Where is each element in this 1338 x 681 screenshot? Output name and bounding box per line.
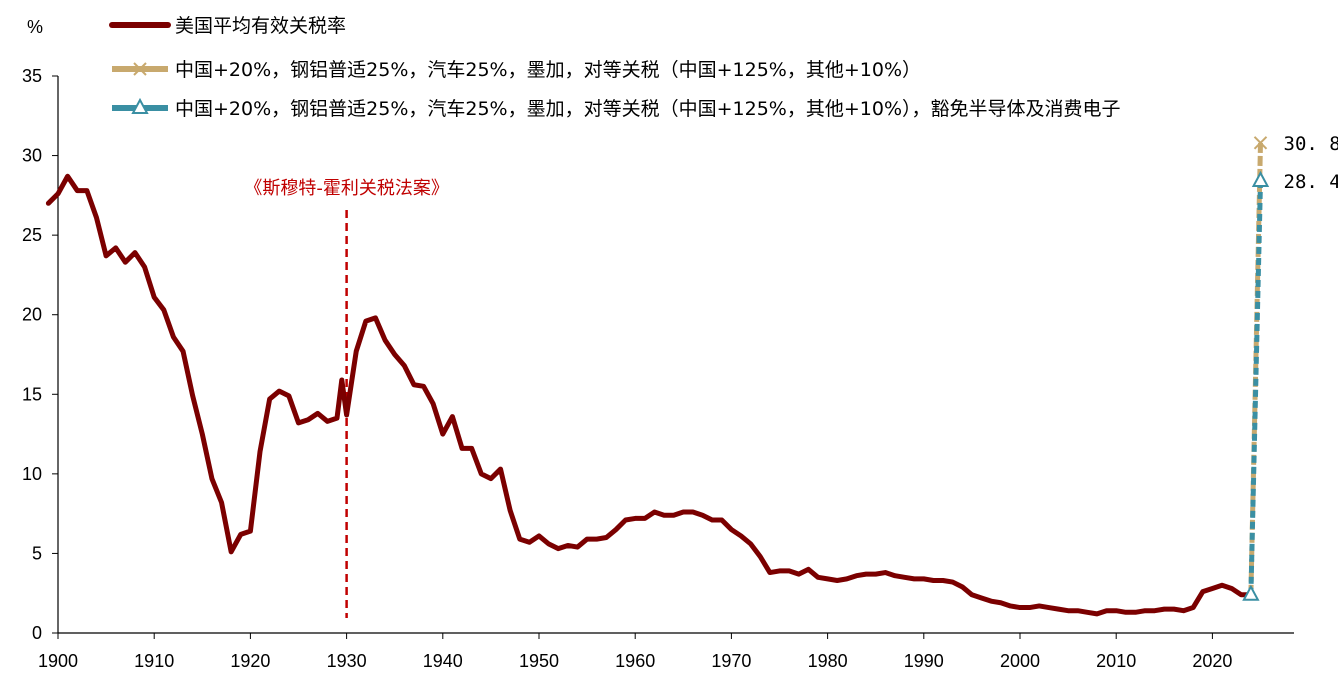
y-tick-label: 15 (22, 384, 42, 404)
legend-label: 美国平均有效关税率 (175, 15, 346, 37)
x-tick-label: 1900 (38, 651, 78, 671)
triangle-marker-start (1242, 584, 1260, 601)
x-marker-end (1253, 136, 1268, 150)
y-tick-label: 35 (22, 66, 42, 86)
legend-label: 中国+20%，钢铝普适25%，汽车25%，墨加，对等关税（中国+125%，其他+… (175, 59, 921, 81)
x-tick-label: 1980 (808, 651, 848, 671)
x-tick-label: 2020 (1192, 651, 1232, 671)
x-marker-stroke (1253, 136, 1268, 150)
legend: 美国平均有效关税率中国+20%，钢铝普适25%，汽车25%，墨加，对等关税（中国… (109, 15, 1121, 120)
x-tick-label: 2010 (1096, 651, 1136, 671)
end-value-label: 30. 8 (1284, 133, 1338, 155)
y-tick-label: 0 (32, 623, 42, 643)
y-tick-label: 25 (22, 225, 42, 245)
y-tick-label: 30 (22, 146, 42, 166)
y-tick-label: 10 (22, 464, 42, 484)
x-tick-label: 1970 (711, 651, 751, 671)
y-tick-label: 5 (32, 543, 42, 563)
legend-x-marker (133, 62, 147, 76)
x-tick-label: 1960 (615, 651, 655, 671)
x-marker-stroke (133, 62, 147, 76)
legend-item: 中国+20%，钢铝普适25%，汽车25%，墨加，对等关税（中国+125%，其他+… (112, 97, 1121, 120)
axes: 0 5 10 15 20 25 30 35% 1900 1910 1920 1930 1940 1950 1… (22, 17, 1294, 671)
end-value-label: 28. 4 (1284, 171, 1338, 193)
legend-triangle-marker (131, 97, 149, 114)
smoot-hawley-label: 《斯穆特-霍利关税法案》 (244, 178, 449, 199)
y-axis-label: % (27, 17, 43, 37)
x-tick-label: 1930 (327, 651, 367, 671)
x-tick-label: 1920 (230, 651, 270, 671)
series-lines: 30. 8 28. 4 (45, 133, 1338, 617)
legend-item: 美国平均有效关税率 (109, 15, 346, 37)
y-tick-label: 20 (22, 305, 42, 325)
x-tick-label: 2000 (1000, 651, 1040, 671)
series-line-historical-tariff (45, 173, 1254, 617)
x-tick-label: 1940 (423, 651, 463, 671)
x-tick-label: 1950 (519, 651, 559, 671)
series-line-scenario-exempt (1248, 180, 1263, 595)
annotations: 《斯穆特-霍利关税法案》 (244, 178, 449, 618)
legend-item: 中国+20%，钢铝普适25%，汽车25%，墨加，对等关税（中国+125%，其他+… (112, 59, 921, 81)
legend-label: 中国+20%，钢铝普适25%，汽车25%，墨加，对等关税（中国+125%，其他+… (175, 98, 1121, 120)
x-tick-label: 1990 (904, 651, 944, 671)
x-tick-label: 1910 (134, 651, 174, 671)
triangle-marker-end (1251, 170, 1270, 188)
